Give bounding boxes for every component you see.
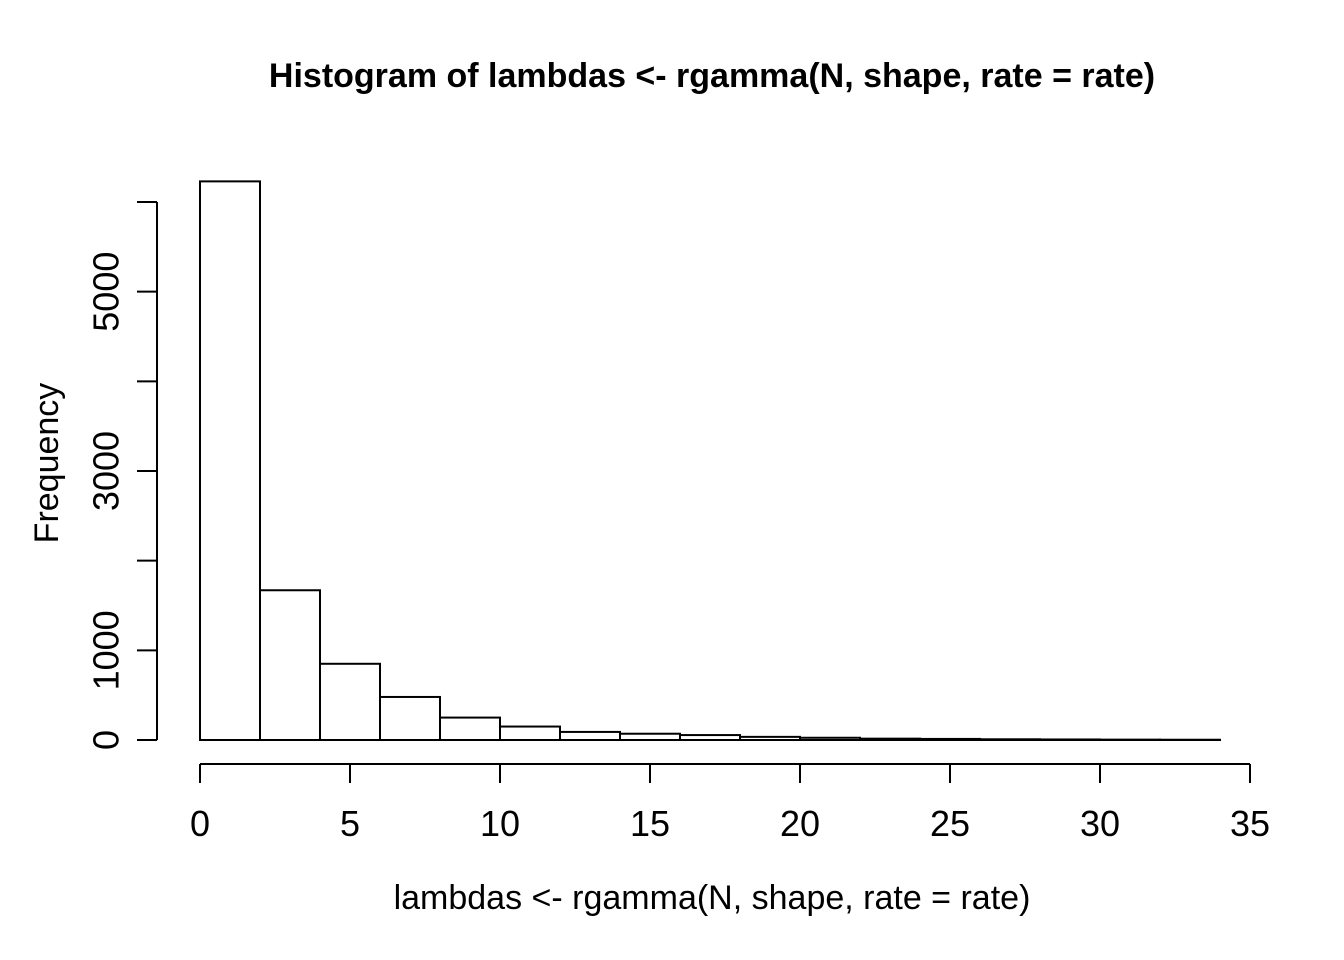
histogram-bar xyxy=(439,716,501,741)
histogram-bar xyxy=(379,695,441,742)
y-tick-label: 3000 xyxy=(86,431,127,511)
x-tick-label: 30 xyxy=(1080,803,1120,844)
y-tick-label: 5000 xyxy=(86,252,127,332)
histogram-bar xyxy=(259,589,321,741)
x-tick-label: 0 xyxy=(190,803,210,844)
y-axis-title: Frequency xyxy=(28,382,66,544)
x-tick-label: 25 xyxy=(930,803,970,844)
x-tick-label: 20 xyxy=(780,803,820,844)
histogram-bars xyxy=(199,180,1221,742)
x-tick-label: 35 xyxy=(1230,803,1270,844)
x-tick-label: 15 xyxy=(630,803,670,844)
histogram-bar xyxy=(799,736,861,742)
histogram-bar xyxy=(559,730,621,741)
histogram-bar xyxy=(199,180,261,742)
histogram-bar xyxy=(1039,738,1101,741)
y-tick-label: 1000 xyxy=(86,610,127,690)
histogram-bar xyxy=(859,737,921,742)
histogram-bar xyxy=(319,662,381,741)
x-tick-label: 10 xyxy=(480,803,520,844)
x-tick-label: 5 xyxy=(340,803,360,844)
histogram-bar xyxy=(679,734,741,742)
y-tick-label: 0 xyxy=(86,730,127,750)
y-axis: 0 1000 3000 5000 xyxy=(86,201,158,750)
histogram-bar xyxy=(979,738,1041,741)
x-axis-title: lambdas <- rgamma(N, shape, rate = rate) xyxy=(393,879,1031,917)
histogram-bar xyxy=(919,737,981,742)
chart-title: Histogram of lambdas <- rgamma(N, shape,… xyxy=(268,57,1156,95)
histogram-bar xyxy=(499,725,561,741)
x-axis: 0 5 10 15 20 25 30 35 xyxy=(190,763,1270,844)
histogram-bar xyxy=(739,735,801,742)
histogram-bar xyxy=(619,732,681,741)
